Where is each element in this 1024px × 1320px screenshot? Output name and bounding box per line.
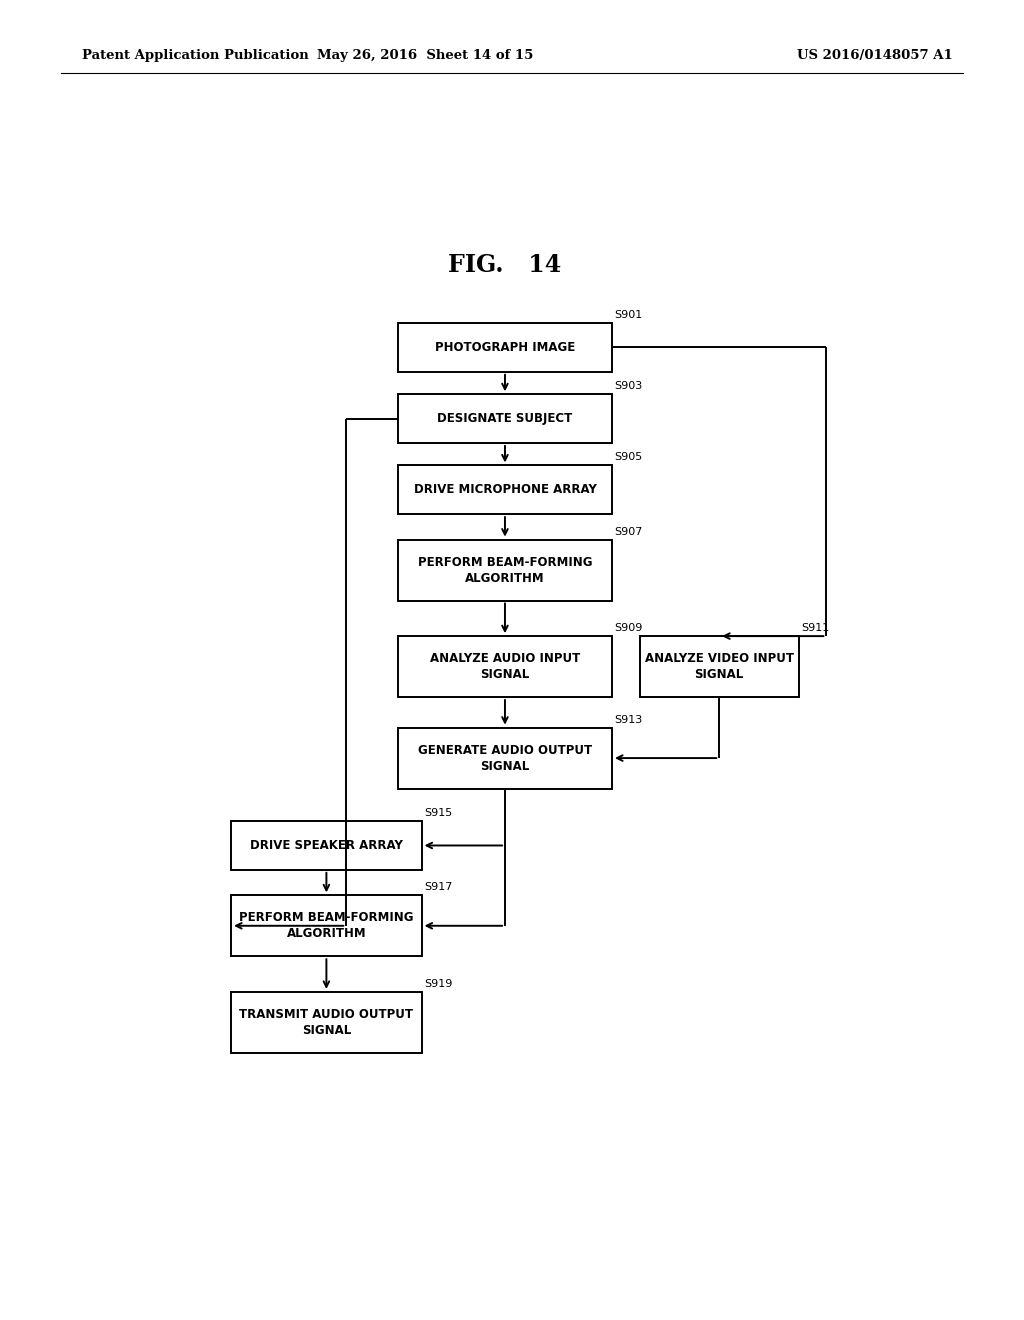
Text: DRIVE MICROPHONE ARRAY: DRIVE MICROPHONE ARRAY bbox=[414, 483, 596, 496]
FancyBboxPatch shape bbox=[231, 821, 422, 870]
Text: S911: S911 bbox=[801, 623, 829, 634]
Text: PERFORM BEAM-FORMING
ALGORITHM: PERFORM BEAM-FORMING ALGORITHM bbox=[240, 911, 414, 940]
Text: S907: S907 bbox=[614, 527, 643, 536]
Text: Patent Application Publication: Patent Application Publication bbox=[82, 49, 308, 62]
FancyBboxPatch shape bbox=[640, 636, 799, 697]
Text: TRANSMIT AUDIO OUTPUT
SIGNAL: TRANSMIT AUDIO OUTPUT SIGNAL bbox=[240, 1008, 414, 1036]
Text: DESIGNATE SUBJECT: DESIGNATE SUBJECT bbox=[437, 412, 572, 425]
FancyBboxPatch shape bbox=[231, 895, 422, 956]
FancyBboxPatch shape bbox=[397, 636, 612, 697]
Text: May 26, 2016  Sheet 14 of 15: May 26, 2016 Sheet 14 of 15 bbox=[316, 49, 534, 62]
FancyBboxPatch shape bbox=[231, 991, 422, 1053]
Text: S915: S915 bbox=[424, 808, 453, 818]
Text: S901: S901 bbox=[614, 310, 643, 319]
FancyBboxPatch shape bbox=[397, 540, 612, 601]
Text: FIG.   14: FIG. 14 bbox=[449, 253, 561, 277]
Text: DRIVE SPEAKER ARRAY: DRIVE SPEAKER ARRAY bbox=[250, 840, 402, 851]
Text: US 2016/0148057 A1: US 2016/0148057 A1 bbox=[797, 49, 952, 62]
Text: S909: S909 bbox=[614, 623, 643, 634]
Text: S905: S905 bbox=[614, 453, 643, 462]
FancyBboxPatch shape bbox=[397, 466, 612, 515]
Text: ANALYZE VIDEO INPUT
SIGNAL: ANALYZE VIDEO INPUT SIGNAL bbox=[645, 652, 794, 681]
Text: PERFORM BEAM-FORMING
ALGORITHM: PERFORM BEAM-FORMING ALGORITHM bbox=[418, 556, 592, 585]
Text: GENERATE AUDIO OUTPUT
SIGNAL: GENERATE AUDIO OUTPUT SIGNAL bbox=[418, 743, 592, 772]
Text: PHOTOGRAPH IMAGE: PHOTOGRAPH IMAGE bbox=[435, 341, 575, 354]
Text: S913: S913 bbox=[614, 714, 643, 725]
FancyBboxPatch shape bbox=[397, 323, 612, 372]
FancyBboxPatch shape bbox=[397, 395, 612, 444]
FancyBboxPatch shape bbox=[397, 727, 612, 788]
Text: S903: S903 bbox=[614, 381, 643, 391]
Text: S917: S917 bbox=[424, 882, 453, 892]
Text: ANALYZE AUDIO INPUT
SIGNAL: ANALYZE AUDIO INPUT SIGNAL bbox=[430, 652, 580, 681]
Text: S919: S919 bbox=[424, 979, 453, 989]
